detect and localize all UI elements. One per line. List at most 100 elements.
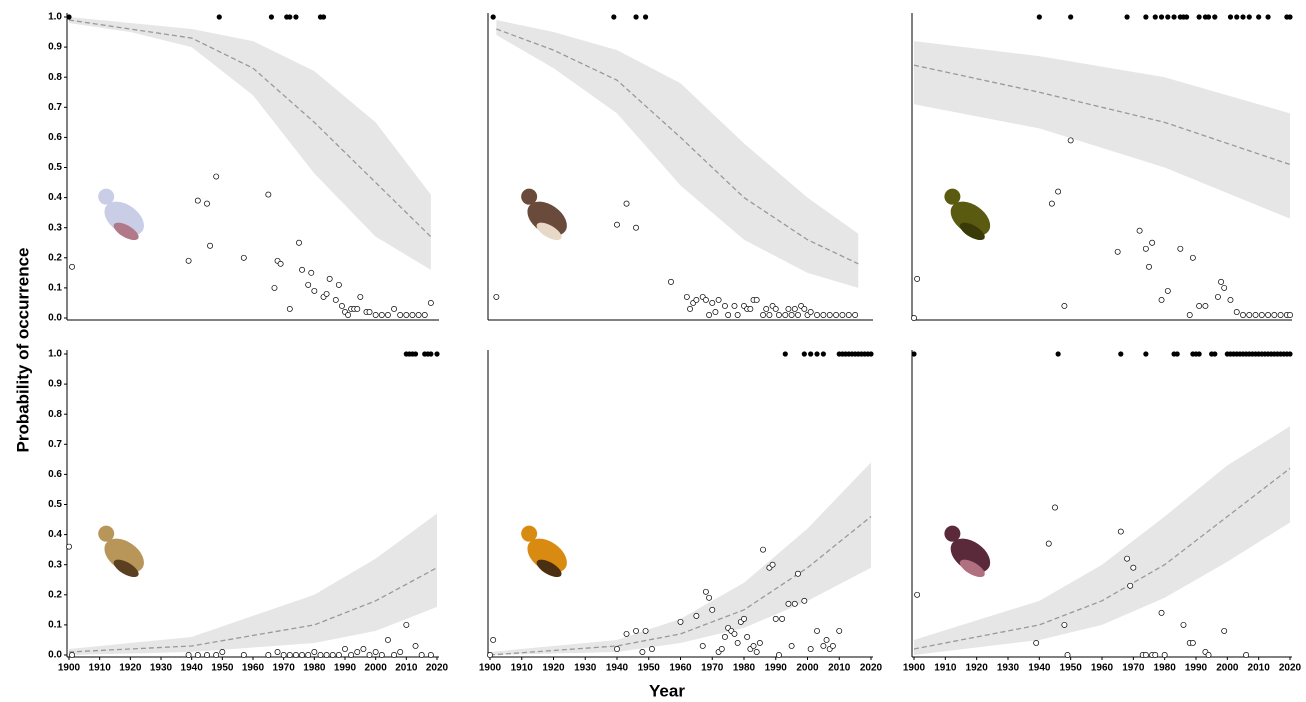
proportion-point — [1227, 296, 1234, 303]
x-tick-label: 1910 — [934, 663, 957, 674]
y-tick-label: 1.0 — [48, 12, 62, 23]
proportion-point — [1186, 312, 1193, 318]
proportion-point — [833, 312, 840, 318]
proportion-point — [323, 290, 330, 297]
proportion-point — [744, 633, 751, 640]
proportion-point — [1233, 309, 1240, 315]
proportion-point — [1130, 564, 1137, 571]
proportion-point — [1158, 609, 1165, 616]
proportion-point — [756, 640, 763, 646]
proportion-point — [702, 588, 709, 595]
proportion-point — [709, 606, 716, 613]
proportion-point — [354, 649, 361, 655]
detection-point — [1036, 14, 1042, 20]
x-tick-label: 1940 — [181, 663, 204, 674]
detection-point — [1287, 14, 1293, 20]
proportion-point — [311, 649, 318, 655]
proportion-point — [296, 239, 302, 246]
proportion-point — [1136, 227, 1143, 234]
bird-illustration — [113, 559, 139, 578]
proportion-point — [1196, 303, 1203, 309]
detection-point — [1174, 351, 1180, 357]
proportion-point — [911, 315, 917, 321]
detection-point — [320, 14, 327, 20]
proportion-point — [706, 594, 713, 601]
proportion-point — [1142, 652, 1149, 658]
proportion-point — [397, 649, 404, 655]
proportion-point — [323, 652, 330, 658]
x-tick-label: 2010 — [828, 663, 851, 674]
proportion-point — [683, 293, 690, 300]
proportion-point — [614, 221, 620, 228]
proportion-point — [1214, 293, 1221, 300]
y-tick-label: 0.2 — [48, 589, 62, 600]
y-axis-label: Probability of occurrence — [13, 248, 32, 453]
proportion-point — [409, 312, 416, 318]
proportion-point — [734, 640, 741, 646]
proportion-point — [741, 615, 747, 622]
proportion-point — [772, 615, 779, 622]
proportion-point — [836, 627, 843, 634]
proportion-point — [240, 254, 247, 261]
fit-line — [913, 467, 1291, 650]
y-tick-label: 0.4 — [48, 192, 62, 203]
proportion-point — [1180, 621, 1187, 628]
x-tick-label: 1900 — [58, 663, 81, 674]
proportion-point — [427, 300, 434, 306]
proportion-point — [807, 309, 814, 315]
x-tick-label: 1960 — [669, 663, 692, 674]
proportion-point — [772, 306, 779, 312]
x-tick-label: 1930 — [997, 663, 1020, 674]
y-tick-label: 0.3 — [48, 559, 62, 570]
detection-point — [268, 14, 274, 20]
fit-line — [489, 516, 872, 656]
bird-illustration — [536, 559, 562, 578]
proportion-point — [820, 643, 827, 649]
proportion-point — [372, 649, 379, 655]
x-tick-label: 1920 — [966, 663, 989, 674]
confidence-band — [69, 513, 437, 655]
proportion-point — [1218, 278, 1225, 285]
confidence-band — [914, 426, 1290, 655]
proportion-point — [69, 652, 76, 658]
bird-illustration — [113, 222, 139, 241]
proportion-point — [702, 296, 709, 303]
x-tick-label: 1910 — [511, 663, 534, 674]
proportion-point — [687, 306, 693, 312]
proportion-point — [722, 633, 728, 640]
proportion-point — [213, 173, 220, 180]
detection-point — [1246, 14, 1252, 20]
detection-point — [216, 14, 222, 20]
proportion-point — [372, 312, 379, 318]
proportion-point — [286, 306, 293, 312]
detection-point — [911, 351, 917, 357]
proportion-point — [1221, 284, 1228, 291]
proportion-point — [839, 312, 846, 318]
proportion-point — [1158, 296, 1165, 303]
proportion-point — [204, 200, 210, 207]
detection-point — [1171, 14, 1177, 20]
proportion-point — [1061, 621, 1068, 628]
proportion-point — [706, 312, 713, 318]
proportion-point — [384, 312, 391, 318]
detection-point — [412, 351, 419, 357]
proportion-point — [194, 197, 201, 204]
proportion-point — [725, 312, 732, 318]
proportion-point — [299, 266, 306, 273]
proportion-point — [823, 637, 830, 643]
y-tick-label: 0.5 — [48, 162, 62, 173]
proportion-point — [845, 312, 852, 318]
detection-point — [1118, 351, 1124, 357]
proportion-point — [326, 275, 333, 282]
proportion-point — [427, 652, 434, 658]
x-tick-label: 1980 — [733, 663, 756, 674]
proportion-point — [1124, 555, 1131, 562]
y-tick-label: 0.8 — [48, 72, 62, 83]
detection-point — [1287, 351, 1293, 357]
detection-point — [1212, 351, 1218, 357]
proportion-point — [1246, 312, 1253, 318]
x-axis-label: Year — [649, 681, 685, 700]
proportion-point — [623, 630, 630, 637]
proportion-point — [1142, 245, 1149, 252]
proportion-point — [240, 652, 247, 658]
